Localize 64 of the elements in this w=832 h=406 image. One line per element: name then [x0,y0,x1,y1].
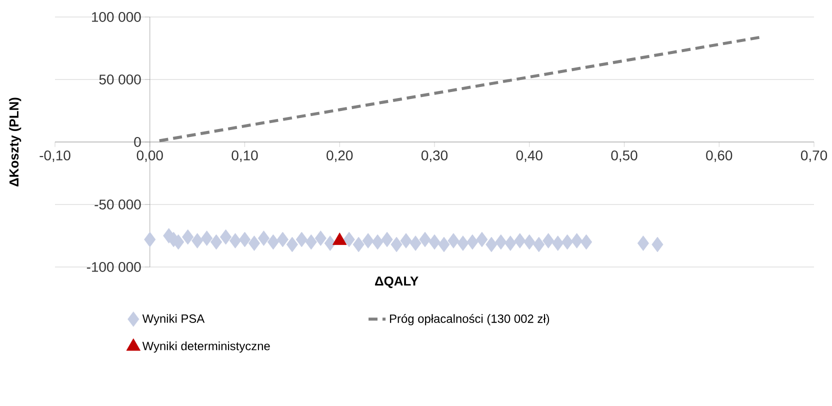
point [504,236,516,251]
point [457,236,469,251]
legend-label: Wyniki PSA [142,314,205,326]
point [381,232,393,248]
x-tick-label: 0,10 [232,150,258,162]
point [210,234,222,250]
point [229,233,242,248]
point [267,234,280,250]
point [514,233,526,248]
point [192,233,204,248]
point [305,234,317,250]
point [182,229,194,245]
x-tick-label: 0,70 [800,150,828,162]
point [495,234,507,250]
x-tick-label: 0,00 [136,150,163,162]
point [524,234,536,250]
point [324,236,336,251]
point [438,236,450,252]
point [286,236,298,252]
x-tick-label: 0,50 [611,150,638,162]
point [248,236,260,251]
point [343,232,355,248]
legend-label: Wyniki deterministyczne [142,341,270,353]
point [542,233,554,248]
point [652,236,664,252]
y-tick-label: -100 000 [86,262,141,272]
y-tick-label: 50 000 [99,74,141,84]
point [276,232,289,248]
point [552,236,564,251]
x-tick-label: -0,10 [40,150,70,162]
x-tick-label: 0,60 [706,150,732,162]
point [258,230,270,246]
point [372,234,384,250]
point [637,236,650,251]
point [390,236,402,252]
point [571,233,583,248]
x-axis-title: ΔQALY [375,276,418,288]
point [533,236,545,252]
legend-label: Próg opłacalności (130 002 zł) [390,314,550,326]
point [400,233,412,248]
x-tick-label: 0,40 [516,150,542,162]
x-tick-label: 0,20 [326,150,353,162]
y-tick-label: 0 [134,137,141,147]
point [428,234,440,250]
point [466,234,478,250]
point [419,232,431,248]
y-tick-label: 100 000 [92,12,141,22]
point [296,232,308,248]
point [362,233,374,248]
point [562,234,574,250]
point [410,236,422,251]
x-tick-label: 0,30 [421,150,448,162]
y-tick-label: -50 000 [94,200,141,210]
point [144,232,156,248]
point [314,230,326,246]
point [200,230,213,246]
point [486,236,498,252]
y-axis-title: ΔKoszty (PLN) [9,98,22,186]
point [352,236,364,252]
point [238,232,251,248]
point [448,233,460,248]
point [580,234,592,250]
point [220,229,232,245]
point [476,232,488,248]
